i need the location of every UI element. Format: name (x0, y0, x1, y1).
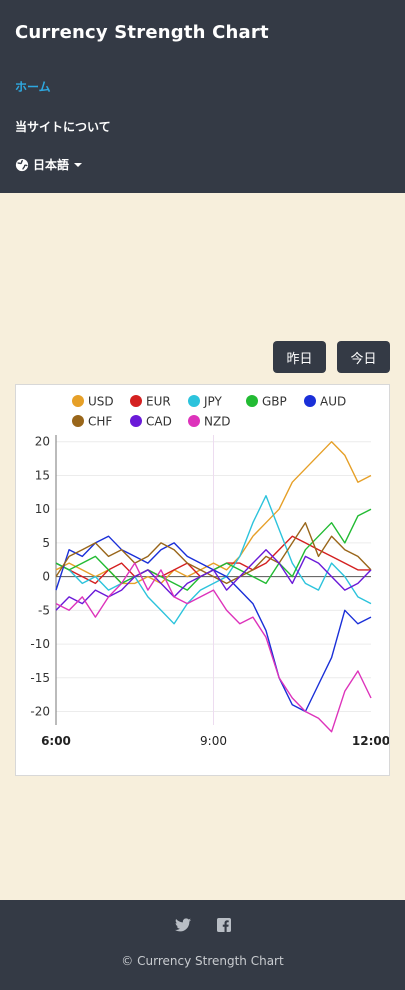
currency-strength-chart: USD EUR JPY GBP AUD CHF CAD NZD 20 15 10 5 0 -5 -10 -15… (15, 384, 390, 776)
y-tick-label: 10 (35, 502, 50, 516)
yesterday-button[interactable]: 昨日 (273, 341, 326, 373)
legend-label-aud: AUD (320, 395, 346, 409)
footer: © Currency Strength Chart (0, 900, 405, 990)
legend-swatch-chf (72, 415, 84, 427)
legend-swatch-usd (72, 395, 84, 407)
y-tick-label: -10 (30, 637, 50, 651)
today-button[interactable]: 今日 (337, 341, 390, 373)
x-tick-label: 9:00 (200, 734, 227, 748)
legend-swatch-nzd (188, 415, 200, 427)
legend-label-cad: CAD (146, 415, 172, 429)
legend-label-usd: USD (88, 395, 114, 409)
y-tick-label: 0 (42, 570, 50, 584)
y-tick-label: -15 (30, 671, 50, 685)
legend-label-gbp: GBP (262, 395, 287, 409)
globe-icon (15, 158, 29, 171)
facebook-icon[interactable] (216, 918, 231, 932)
legend-label-jpy: JPY (203, 395, 223, 409)
caret-down-icon (74, 162, 83, 167)
top-navbar: Currency Strength Chart ホーム 当サイトについて 日本語 (0, 0, 405, 193)
legend-swatch-eur (130, 395, 142, 407)
legend-swatch-jpy (188, 395, 200, 407)
legend-label-chf: CHF (88, 415, 112, 429)
y-tick-label: 15 (35, 468, 50, 482)
series-line-jpy (55, 494, 372, 625)
copyright-text: © Currency Strength Chart (121, 954, 284, 968)
y-tick-label: 5 (42, 536, 50, 550)
legend-label-nzd: NZD (204, 415, 230, 429)
series-line-nzd (55, 562, 372, 733)
legend-swatch-cad (130, 415, 142, 427)
twitter-icon[interactable] (174, 918, 191, 932)
y-tick-label: -5 (38, 603, 50, 617)
y-tick-label: -20 (30, 705, 50, 719)
brand-title[interactable]: Currency Strength Chart (15, 22, 269, 43)
nav-link-about[interactable]: 当サイトについて (15, 120, 111, 134)
x-tick-label: 12:00 (352, 734, 389, 748)
social-links (0, 918, 405, 932)
legend-label-eur: EUR (146, 395, 171, 409)
y-tick-label: 20 (35, 435, 50, 449)
chart-svg: USD EUR JPY GBP AUD CHF CAD NZD 20 15 10 5 0 -5 -10 -15… (30, 395, 389, 749)
x-tick-label: 6:00 (41, 734, 71, 748)
series-line-chf (55, 521, 372, 585)
legend-swatch-aud (304, 395, 316, 407)
language-dropdown[interactable]: 日本語 (15, 156, 83, 173)
legend-swatch-gbp (246, 395, 258, 407)
language-label: 日本語 (33, 158, 70, 172)
nav-link-home[interactable]: ホーム (15, 80, 51, 94)
